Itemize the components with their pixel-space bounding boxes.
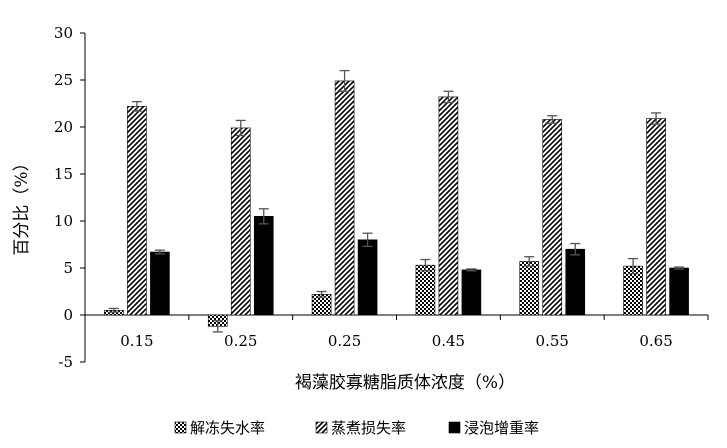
legend-label: 浸泡增重率 [464, 419, 539, 437]
y-tick-label: 0 [63, 306, 73, 324]
legend-label: 解冻失水率 [190, 419, 265, 437]
bars [104, 69, 689, 333]
legend-swatch [448, 421, 461, 434]
x-tick-label: 0.25 [328, 332, 361, 350]
bar [542, 119, 563, 316]
bar [415, 264, 436, 316]
x-tick-label: 0.25 [224, 332, 257, 350]
y-tick-label: -5 [58, 353, 73, 371]
bar [334, 80, 355, 316]
bar [357, 239, 378, 316]
y-axis-label: 百分比（%） [12, 154, 32, 255]
x-tick-label: 0.45 [432, 332, 465, 350]
bar [646, 118, 666, 316]
bar [565, 248, 586, 316]
y-tick-label: 20 [54, 118, 73, 136]
bar [461, 269, 482, 316]
x-tick-label: 0.65 [639, 332, 672, 350]
legend-swatch [315, 421, 328, 434]
y-tick-label: 10 [54, 212, 73, 230]
bar [253, 216, 274, 316]
legend: 解冻失水率 蒸煮损失率 浸泡增重率 [174, 419, 539, 437]
bar [438, 96, 459, 316]
y-tick-label: 5 [63, 259, 73, 277]
bar [150, 251, 170, 316]
x-tick-label: 0.55 [536, 332, 569, 350]
y-tick-label: 25 [54, 71, 73, 89]
axes: -5 0 5 10 15 20 25 30 0.15 0.25 0.25 0.45 0.55 0.65 [54, 24, 709, 371]
bar [127, 106, 147, 316]
bar [230, 127, 251, 316]
x-axis-label: 褐藻胶寡糖脂质体浓度（%） [295, 373, 515, 393]
legend-label: 蒸煮损失率 [331, 419, 406, 437]
legend-swatch [174, 421, 187, 434]
y-tick-label: 30 [54, 24, 73, 42]
bar [669, 267, 689, 316]
bar [519, 261, 540, 316]
y-tick-label: 15 [54, 165, 73, 183]
x-tick-label: 0.15 [120, 332, 153, 350]
